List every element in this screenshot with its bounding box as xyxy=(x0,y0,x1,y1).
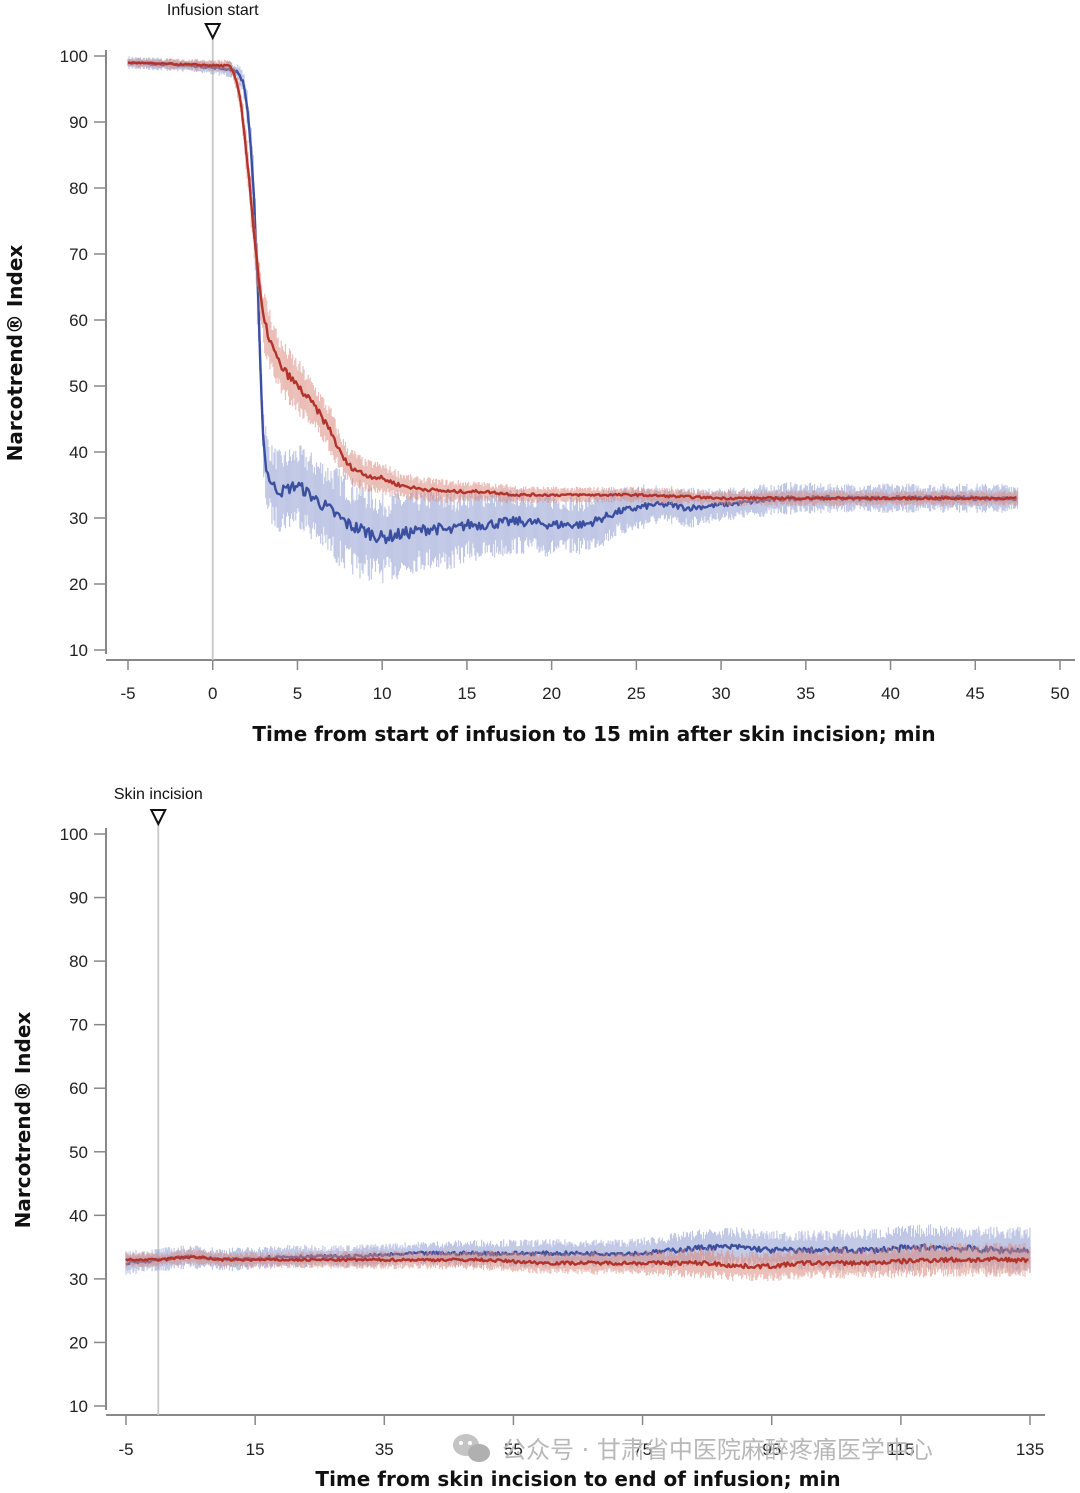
y-tick-label: 90 xyxy=(69,113,88,132)
x-tick-label: 10 xyxy=(373,684,392,703)
y-tick-label: 50 xyxy=(69,1143,88,1162)
y-tick-label: 40 xyxy=(69,443,88,462)
y-tick-label: 20 xyxy=(69,1333,88,1352)
y-tick-label: 30 xyxy=(69,1270,88,1289)
event-marker-label: Infusion start xyxy=(167,2,259,19)
x-tick-label: 45 xyxy=(966,684,985,703)
series-red-confidence-band xyxy=(127,58,1019,507)
wechat-icon xyxy=(453,1434,490,1462)
series-red-mean-line xyxy=(125,1254,1029,1270)
x-tick-label: 40 xyxy=(881,684,900,703)
x-tick-label: 35 xyxy=(796,684,815,703)
watermark-text: 公众号 · 甘肃省中医院麻醉疼痛医学中心 xyxy=(502,1436,933,1464)
y-tick-label: 50 xyxy=(69,377,88,396)
chart-panel-infusion: 10 20 30 40 50 60 70 80 90 100 -5 0 5 10 15 20 25 30 35 40 4… xyxy=(3,2,1075,746)
y-tick-label: 60 xyxy=(69,311,88,330)
x-tick-label: 135 xyxy=(1016,1440,1044,1459)
x-tick-label: -5 xyxy=(120,684,135,703)
y-tick-label: 100 xyxy=(60,825,88,844)
x-tick-label: 0 xyxy=(208,684,217,703)
x-tick-label: 5 xyxy=(293,684,302,703)
x-tick-label: 95 xyxy=(762,1440,781,1459)
y-tick-label: 100 xyxy=(60,47,88,66)
y-tick-label: 10 xyxy=(69,641,88,660)
x-tick-label: 25 xyxy=(627,684,646,703)
x-axis-title: Time from skin incision to end of infusi… xyxy=(315,1467,840,1491)
y-tick-label: 10 xyxy=(69,1397,88,1416)
event-marker-label: Skin incision xyxy=(114,786,203,803)
x-tick-label: 30 xyxy=(712,684,731,703)
y-tick-label: 60 xyxy=(69,1079,88,1098)
x-tick-label: -5 xyxy=(118,1440,133,1459)
x-tick-label: 20 xyxy=(542,684,561,703)
y-tick-label: 70 xyxy=(69,1016,88,1035)
x-tick-label: 75 xyxy=(633,1440,652,1459)
y-tick-label: 40 xyxy=(69,1206,88,1225)
chart-panel-incision: 10 20 30 40 50 60 70 80 90 100 -5 15 35 55 75 95 115 135 T… xyxy=(11,786,1045,1491)
event-marker-triangle-icon xyxy=(149,809,167,827)
event-marker-triangle-icon xyxy=(204,23,222,41)
y-tick-label: 80 xyxy=(69,179,88,198)
x-tick-label: 55 xyxy=(504,1440,523,1459)
x-tick-label: 35 xyxy=(375,1440,394,1459)
x-tick-label: 15 xyxy=(246,1440,265,1459)
y-axis-title: Narcotrend® Index xyxy=(3,245,27,462)
x-tick-label: 50 xyxy=(1051,684,1070,703)
y-axis-title: Narcotrend® Index xyxy=(11,1012,35,1229)
x-tick-label: 115 xyxy=(887,1440,914,1459)
y-tick-label: 70 xyxy=(69,245,88,264)
y-tick-label: 20 xyxy=(69,575,88,594)
y-tick-label: 90 xyxy=(69,889,88,908)
x-axis-title: Time from start of infusion to 15 min af… xyxy=(252,722,935,746)
watermark: 公众号 · 甘肃省中医院麻醉疼痛医学中心 xyxy=(453,1434,933,1464)
series-red-mean-line xyxy=(127,61,1017,501)
y-tick-label: 80 xyxy=(69,952,88,971)
x-tick-label: 15 xyxy=(457,684,476,703)
y-tick-label: 30 xyxy=(69,509,88,528)
